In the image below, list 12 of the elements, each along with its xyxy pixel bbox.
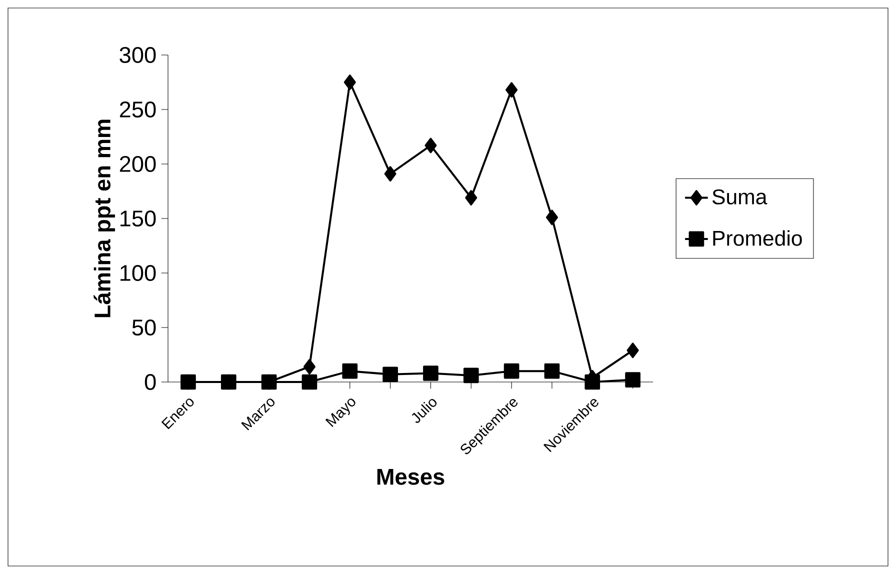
- y-tick-label: 200: [120, 156, 156, 172]
- y-tick-label: 250: [120, 101, 156, 118]
- y-tick-label: 150: [120, 210, 156, 227]
- legend-label: Promedio: [713, 230, 802, 246]
- y-tick-label: 0: [144, 374, 156, 390]
- x-tick-label: Julio: [412, 398, 437, 423]
- y-tick-label: 300: [120, 46, 156, 64]
- y-tick-label: 100: [120, 264, 156, 282]
- legend-label: Suma: [712, 189, 768, 204]
- x-axis-title: Meses: [377, 469, 444, 485]
- y-axis-title: Lámina ppt en mm: [94, 120, 115, 318]
- y-tick-label: 50: [132, 319, 156, 336]
